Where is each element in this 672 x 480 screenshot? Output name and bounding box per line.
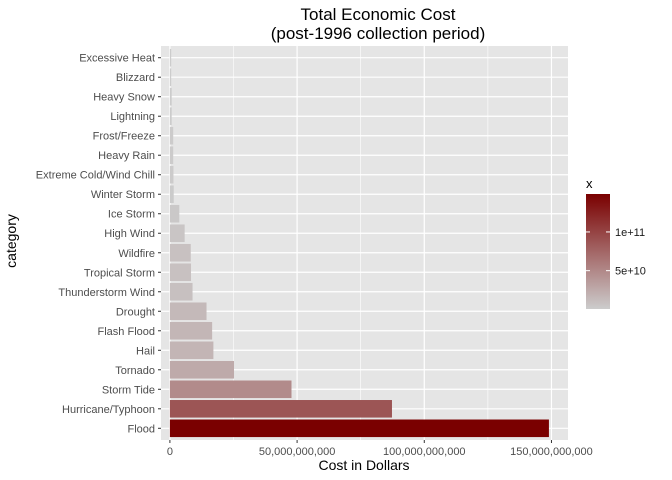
- y-tick-label: Wildfire: [118, 248, 155, 260]
- y-tick-label: Flash Flood: [98, 326, 155, 338]
- y-tick-label: Hurricane/Typhoon: [62, 404, 155, 416]
- bar-excessive-heat: [169, 48, 172, 67]
- bar-hail: [169, 341, 214, 360]
- y-tick-label: Tornado: [115, 365, 155, 377]
- x-axis-title: Cost in Dollars: [318, 457, 409, 473]
- y-tick-label: Drought: [116, 306, 155, 318]
- legend-colorbar: [586, 194, 610, 309]
- y-tick-label: Lightning: [110, 111, 155, 123]
- x-tick-label: 50,000,000,000: [259, 446, 335, 458]
- bar-heavy-rain: [169, 146, 174, 165]
- x-axis: 0 50,000,000,000 100,000,000,000 150,000,00…: [167, 440, 593, 458]
- y-tick-label: Storm Tide: [102, 384, 155, 396]
- bar-tropical-storm: [169, 263, 192, 282]
- bar-tornado: [169, 361, 235, 379]
- x-tick-label: 150,000,000,000: [510, 446, 593, 458]
- y-tick-label: Tropical Storm: [84, 267, 155, 279]
- bar-frost-freeze: [169, 126, 174, 145]
- y-tick-label: Ice Storm: [108, 209, 155, 221]
- bar-blizzard: [169, 68, 172, 86]
- y-tick-label: Blizzard: [116, 72, 155, 84]
- x-tick-label: 100,000,000,000: [383, 446, 466, 458]
- legend-tick-label: 5e+10: [615, 266, 646, 278]
- y-tick-label: Heavy Snow: [93, 92, 155, 104]
- x-tick-label: 0: [167, 446, 173, 458]
- y-tick-label: Winter Storm: [91, 189, 155, 201]
- bars: [169, 48, 549, 438]
- bar-high-wind: [169, 224, 185, 243]
- y-tick-label: Excessive Heat: [79, 53, 155, 65]
- legend-title: x: [586, 176, 593, 191]
- legend: x 5e+10 1e+11: [586, 176, 646, 309]
- bar-wildfire: [169, 243, 191, 262]
- bar-hurricane-typhoon: [169, 400, 392, 418]
- y-tick-label: Hail: [136, 345, 155, 357]
- bar-heavy-snow: [169, 87, 172, 106]
- y-tick-label: Thunderstorm Wind: [58, 287, 155, 299]
- bar-lightning: [169, 107, 172, 125]
- y-axis-title: category: [3, 214, 19, 268]
- y-tick-label: Frost/Freeze: [93, 131, 155, 143]
- y-axis: Flood Hurricane/Typhoon Storm Tide Tornado H…: [36, 53, 161, 435]
- y-tick-label: Heavy Rain: [98, 150, 155, 162]
- y-tick-label: Extreme Cold/Wind Chill: [36, 170, 155, 182]
- bar-extreme-cold-wind-chill: [169, 165, 174, 184]
- bar-flash-flood: [169, 321, 213, 340]
- legend-tick-label: 1e+11: [615, 227, 645, 239]
- bar-drought: [169, 302, 207, 321]
- y-tick-label: Flood: [127, 423, 155, 435]
- chart-title-line-2: (post-1996 collection period): [271, 24, 486, 43]
- bar-ice-storm: [169, 204, 180, 223]
- bar-winter-storm: [169, 185, 174, 204]
- bar-flood: [169, 419, 549, 438]
- y-tick-label: High Wind: [104, 228, 155, 240]
- bar-thunderstorm-wind: [169, 282, 193, 301]
- bar-storm-tide: [169, 380, 292, 399]
- chart-title-line-1: Total Economic Cost: [301, 5, 456, 24]
